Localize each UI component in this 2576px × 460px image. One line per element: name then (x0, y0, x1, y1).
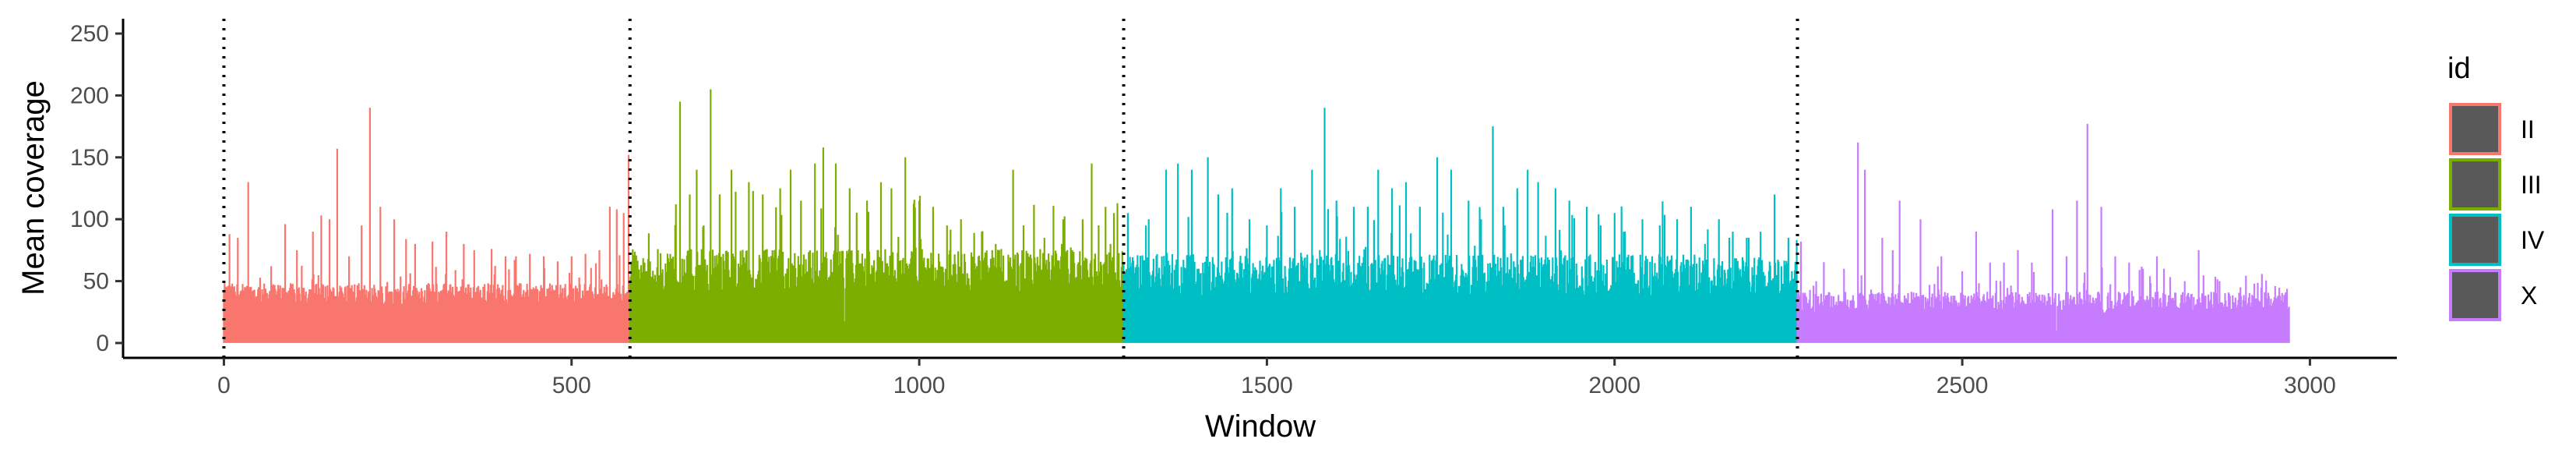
legend-label-ii: II (2521, 115, 2535, 143)
legend-key-ii (2449, 103, 2501, 155)
legend-label-x: X (2521, 281, 2537, 310)
y-tick-label-200: 200 (70, 83, 109, 108)
series-iii-bars (629, 89, 1124, 343)
legend-title: id (2447, 52, 2471, 85)
y-tick-label-100: 100 (70, 207, 109, 232)
x-tick-label-2500: 2500 (1936, 373, 1989, 398)
series-ii-bars (223, 108, 630, 343)
x-tick-label-3000: 3000 (2284, 373, 2336, 398)
legend-label-iv: IV (2521, 226, 2545, 254)
chromosome-boundaries (222, 19, 1799, 358)
series-iv (1122, 108, 1798, 343)
series-iv-bars (1122, 108, 1798, 343)
x-tick-label-1000: 1000 (893, 373, 946, 398)
y-ticks: 0 50 100 150 200 250 (70, 21, 123, 356)
series-ii (223, 108, 630, 343)
series-iii (629, 89, 1124, 343)
y-tick-label-50: 50 (83, 269, 109, 295)
series-x (1796, 123, 2290, 343)
series-x-bars (1796, 123, 2290, 343)
x-tick-label-2000: 2000 (1588, 373, 1640, 398)
legend-key-iii (2449, 158, 2501, 211)
x-tick-label-0: 0 (217, 373, 231, 398)
bars-layer (223, 89, 2290, 343)
x-axis-title: Window (1205, 409, 1316, 444)
legend-label-iii: III (2521, 171, 2542, 199)
x-ticks: 0 500 1000 1500 2000 2500 3000 (217, 358, 2336, 398)
x-tick-label-1500: 1500 (1241, 373, 1293, 398)
axes (122, 19, 2397, 359)
legend-key-x (2449, 269, 2501, 321)
y-tick-label-150: 150 (70, 145, 109, 171)
x-tick-label-500: 500 (552, 373, 591, 398)
y-axis-title: Mean coverage (16, 80, 51, 295)
y-tick-label-0: 0 (96, 331, 109, 356)
y-tick-label-250: 250 (70, 21, 109, 47)
legend-key-iv (2449, 214, 2501, 266)
